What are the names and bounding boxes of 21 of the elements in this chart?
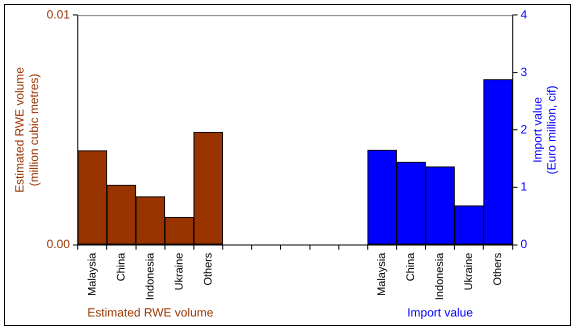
y2-tick-label: 0 (520, 237, 528, 252)
x-tick-label: Malaysia (376, 252, 388, 296)
x-tick-label: Ukraine (463, 252, 476, 290)
x-tick-label: China (405, 252, 418, 282)
x-tick-label: Others (202, 252, 214, 286)
y-tick-label: 0.01 (46, 7, 70, 22)
y2-tick-label: 4 (520, 7, 528, 22)
text: Import value (407, 305, 474, 320)
y2-tick-label: 2 (520, 122, 528, 136)
x-tick-label: Others (492, 252, 504, 286)
x-tick-label: Indonesia (144, 252, 156, 300)
y-tick-label: 0.00 (46, 237, 70, 252)
x-tick-label: Ukraine (173, 252, 186, 290)
y-axis-title: Estimated RWE volume (million cubic metres) (12, 66, 41, 193)
text: Estimated RWE volume (87, 305, 214, 320)
y2-tick-label: 3 (520, 64, 528, 79)
x-tick-label: Malaysia (86, 252, 98, 296)
x-tick-label: China (115, 252, 128, 282)
y2-tick-label: 1 (520, 180, 528, 194)
y2-axis-title: Import value (Euro million, cif) (530, 86, 558, 174)
x-tick-label: Indonesia (434, 252, 446, 300)
